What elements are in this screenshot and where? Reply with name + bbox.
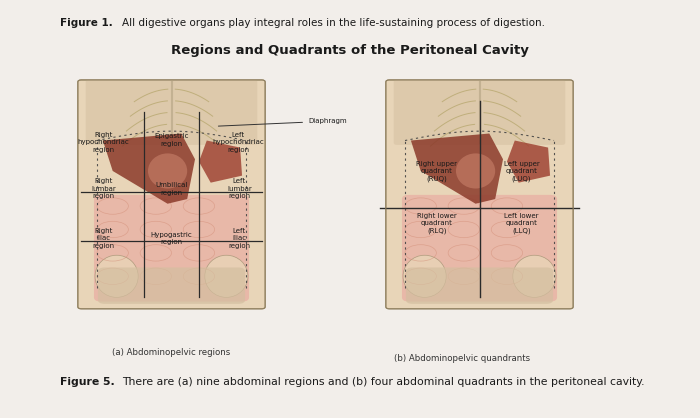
Ellipse shape	[205, 255, 248, 297]
Text: Regions and Quadrants of the Peritoneal Cavity: Regions and Quadrants of the Peritoneal …	[171, 44, 529, 57]
Text: Right lower
quadrant
(RLQ): Right lower quadrant (RLQ)	[417, 213, 456, 234]
Text: Left
iliac
region: Left iliac region	[228, 228, 251, 249]
Text: Left upper
quadrant
(LUQ): Left upper quadrant (LUQ)	[503, 161, 540, 182]
Ellipse shape	[148, 153, 187, 189]
FancyBboxPatch shape	[386, 80, 573, 309]
Text: Figure 5.: Figure 5.	[60, 377, 114, 387]
Ellipse shape	[513, 255, 556, 297]
Text: (b) Abdominopelvic quandrants: (b) Abdominopelvic quandrants	[394, 354, 530, 364]
FancyBboxPatch shape	[393, 80, 566, 145]
Polygon shape	[199, 140, 242, 183]
FancyBboxPatch shape	[98, 268, 245, 304]
Ellipse shape	[456, 153, 495, 189]
Text: Right upper
quadrant
(RUQ): Right upper quadrant (RUQ)	[416, 161, 457, 182]
FancyBboxPatch shape	[94, 195, 249, 301]
FancyBboxPatch shape	[402, 195, 557, 301]
Ellipse shape	[403, 255, 446, 297]
Text: (a) Abdominopelvic regions: (a) Abdominopelvic regions	[113, 348, 230, 357]
Text: There are (a) nine abdominal regions and (b) four abdominal quadrants in the per: There are (a) nine abdominal regions and…	[122, 377, 645, 387]
Text: Left lower
quadrant
(LLQ): Left lower quadrant (LLQ)	[504, 213, 539, 234]
Text: Epigastric
region: Epigastric region	[154, 133, 189, 147]
Text: Diaphragm: Diaphragm	[218, 118, 346, 126]
Text: Left
lumbar
region: Left lumbar region	[227, 178, 252, 199]
Text: Left
hypochondriac
region: Left hypochondriac region	[212, 132, 264, 153]
Text: All digestive organs play integral roles in the life-sustaining process of diges: All digestive organs play integral roles…	[122, 18, 545, 28]
Text: Figure 1.: Figure 1.	[60, 18, 112, 28]
Polygon shape	[103, 133, 195, 204]
Text: Hypogastric
region: Hypogastric region	[150, 232, 193, 245]
Text: Right
lumbar
region: Right lumbar region	[91, 178, 116, 199]
Polygon shape	[411, 133, 503, 204]
FancyBboxPatch shape	[406, 268, 553, 304]
Text: Right
hypochondriac
region: Right hypochondriac region	[78, 132, 130, 153]
FancyBboxPatch shape	[85, 80, 258, 145]
Polygon shape	[507, 140, 550, 183]
FancyBboxPatch shape	[78, 80, 265, 309]
Ellipse shape	[95, 255, 138, 297]
Text: Umbilical
region: Umbilical region	[155, 182, 188, 196]
Text: Right
iliac
region: Right iliac region	[92, 228, 115, 249]
